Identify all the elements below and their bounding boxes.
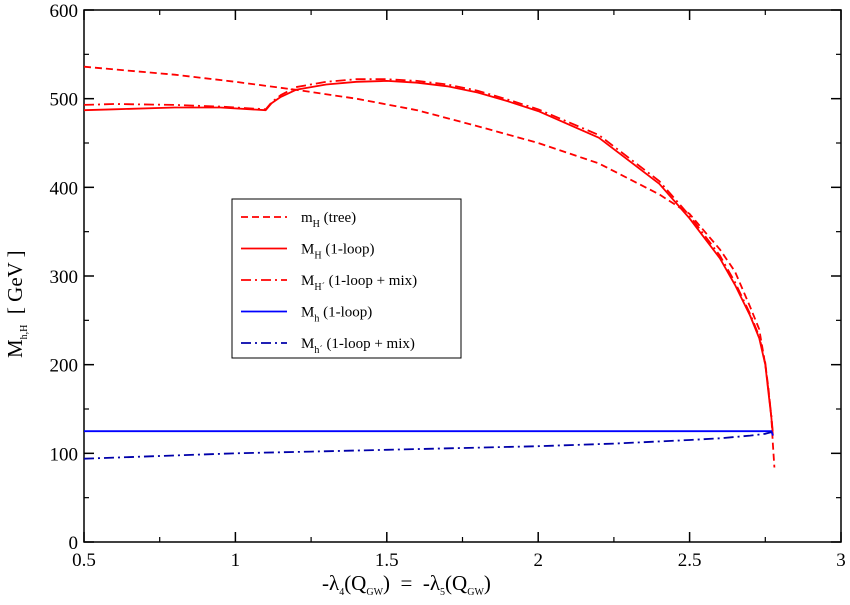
y-tick-label: 100	[50, 444, 79, 465]
legend-label-Mh_1loop_mix: Mh´ (1-loop + mix)	[301, 336, 415, 356]
legend-label-MH_1loop_mix: MH´ (1-loop + mix)	[301, 273, 417, 293]
x-tick-label: 1.5	[375, 550, 399, 571]
y-tick-label: 200	[50, 356, 79, 377]
x-axis-title: -λ4(QGW) = -λ5(QGW)	[322, 571, 491, 598]
series-line-Mh_1loop_mix	[83, 431, 772, 460]
x-tick-label: 3	[836, 550, 846, 571]
x-tick-label: 2.5	[678, 550, 702, 571]
series-line-MH_1loop_mix	[83, 78, 774, 434]
x-tick-label: 0.5	[72, 550, 96, 571]
x-tick-label: 1	[231, 550, 241, 571]
legend: mH (tree) MH (1-loop) MH´ (1-loop + mix) Mh…	[231, 198, 462, 359]
y-tick-label: 500	[50, 90, 79, 111]
legend-label-MH_1loop: MH (1-loop)	[301, 242, 374, 262]
axis-ticks	[83, 9, 842, 543]
x-tick-label: 2	[533, 550, 543, 571]
y-tick-labels: 0 100 200 300 400 500 600	[50, 1, 79, 554]
legend-label-Mh_1loop: Mh (1-loop)	[301, 305, 372, 325]
y-axis-title: Mh,H [ GeV ]	[3, 250, 30, 358]
y-tick-label: 300	[50, 267, 79, 288]
x-tick-labels: 0.5 1 1.5 2 2.5 3	[72, 550, 846, 571]
series-layer	[83, 65, 776, 468]
legend-items: mH (tree) MH (1-loop) MH´ (1-loop + mix) Mh…	[241, 210, 417, 356]
series-line-Mh_1loop	[84, 430, 774, 436]
legend-box	[231, 198, 462, 359]
y-tick-label: 400	[50, 178, 79, 199]
y-tick-label: 0	[69, 533, 79, 554]
y-tick-label: 600	[50, 1, 79, 22]
legend-label-mH_tree: mH (tree)	[301, 210, 356, 230]
